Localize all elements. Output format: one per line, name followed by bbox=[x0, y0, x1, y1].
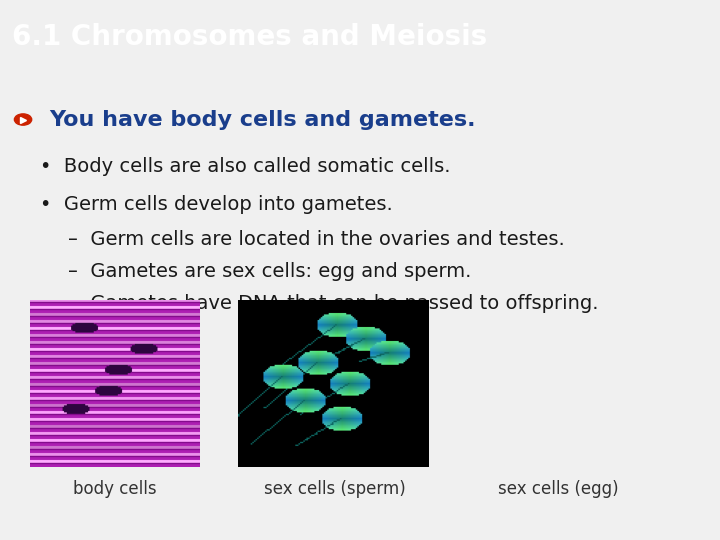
Text: •  Body cells are also called somatic cells.: • Body cells are also called somatic cel… bbox=[40, 157, 450, 176]
Text: body cells: body cells bbox=[73, 480, 157, 498]
Text: You have body cells and gametes.: You have body cells and gametes. bbox=[49, 110, 475, 130]
Circle shape bbox=[14, 114, 32, 125]
Text: sex cells (egg): sex cells (egg) bbox=[498, 480, 618, 498]
Text: sex cells (sperm): sex cells (sperm) bbox=[264, 480, 405, 498]
Text: –  Germ cells are located in the ovaries and testes.: – Germ cells are located in the ovaries … bbox=[68, 230, 565, 249]
Text: –  Gametes have DNA that can be passed to offspring.: – Gametes have DNA that can be passed to… bbox=[68, 294, 599, 313]
Text: •  Germ cells develop into gametes.: • Germ cells develop into gametes. bbox=[40, 194, 392, 214]
Text: –  Gametes are sex cells: egg and sperm.: – Gametes are sex cells: egg and sperm. bbox=[68, 262, 472, 281]
Text: 6.1 Chromosomes and Meiosis: 6.1 Chromosomes and Meiosis bbox=[12, 23, 487, 51]
